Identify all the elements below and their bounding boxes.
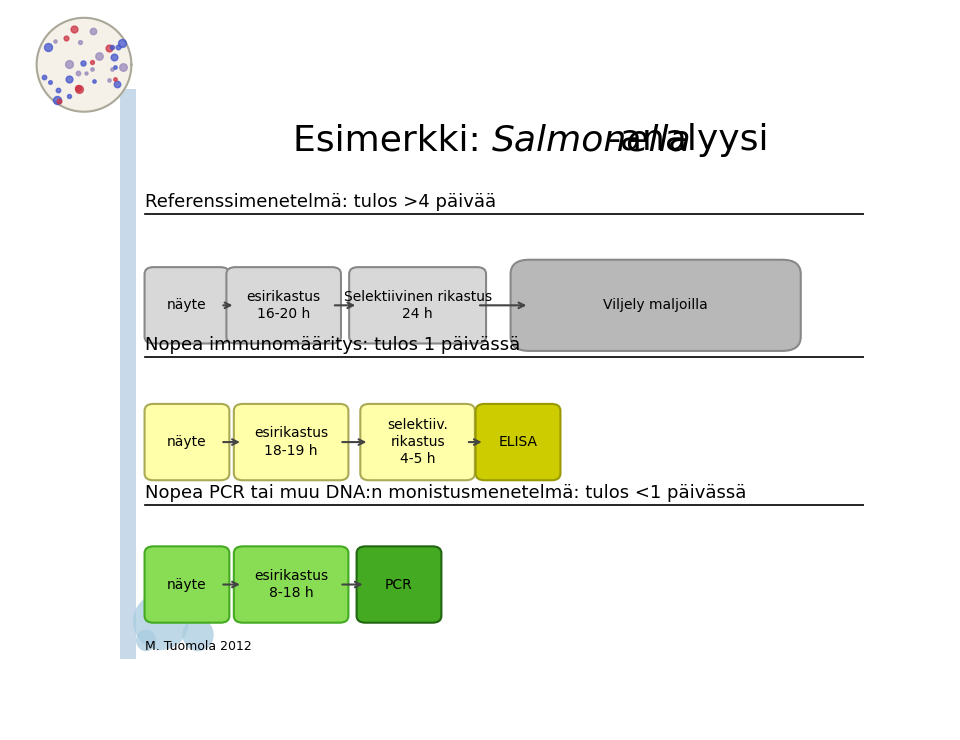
Text: Selektiivinen rikastus
24 h: Selektiivinen rikastus 24 h xyxy=(344,289,492,321)
Text: Esimerkki:: Esimerkki: xyxy=(293,123,492,157)
Text: näyte: näyte xyxy=(167,298,206,312)
FancyBboxPatch shape xyxy=(475,404,561,480)
Text: esirikastus
8-18 h: esirikastus 8-18 h xyxy=(254,569,328,600)
FancyBboxPatch shape xyxy=(145,267,229,343)
Text: esirikastus
18-19 h: esirikastus 18-19 h xyxy=(254,426,328,458)
FancyBboxPatch shape xyxy=(356,546,442,622)
Text: näyte: näyte xyxy=(167,577,206,591)
FancyBboxPatch shape xyxy=(234,546,348,622)
Ellipse shape xyxy=(182,618,214,651)
FancyBboxPatch shape xyxy=(511,260,801,351)
Text: M. Tuomola 2012: M. Tuomola 2012 xyxy=(145,640,252,653)
FancyBboxPatch shape xyxy=(227,267,341,343)
FancyBboxPatch shape xyxy=(234,404,348,480)
Ellipse shape xyxy=(136,630,156,651)
FancyBboxPatch shape xyxy=(360,404,475,480)
Polygon shape xyxy=(36,18,132,112)
Text: esirikastus
16-20 h: esirikastus 16-20 h xyxy=(247,289,321,321)
Text: selektiiv.
rikastus
4-5 h: selektiiv. rikastus 4-5 h xyxy=(387,418,448,466)
Text: Salmonella: Salmonella xyxy=(492,123,691,157)
Ellipse shape xyxy=(133,593,189,650)
Text: -analyysi: -analyysi xyxy=(608,123,769,157)
FancyBboxPatch shape xyxy=(145,404,229,480)
Text: Viljely maljoilla: Viljely maljoilla xyxy=(603,298,708,312)
Text: Nopea PCR tai muu DNA:n monistusmenetelmä: tulos <1 päivässä: Nopea PCR tai muu DNA:n monistusmenetelm… xyxy=(145,484,746,502)
FancyBboxPatch shape xyxy=(349,267,486,343)
Text: Nopea immunomääritys: tulos 1 päivässä: Nopea immunomääritys: tulos 1 päivässä xyxy=(145,336,519,354)
Text: ELISA: ELISA xyxy=(498,435,538,449)
Text: Referenssimenetelmä: tulos >4 päivää: Referenssimenetelmä: tulos >4 päivää xyxy=(145,193,495,212)
FancyBboxPatch shape xyxy=(145,546,229,622)
Text: näyte: näyte xyxy=(167,435,206,449)
FancyBboxPatch shape xyxy=(120,89,136,659)
Text: PCR: PCR xyxy=(385,577,413,591)
